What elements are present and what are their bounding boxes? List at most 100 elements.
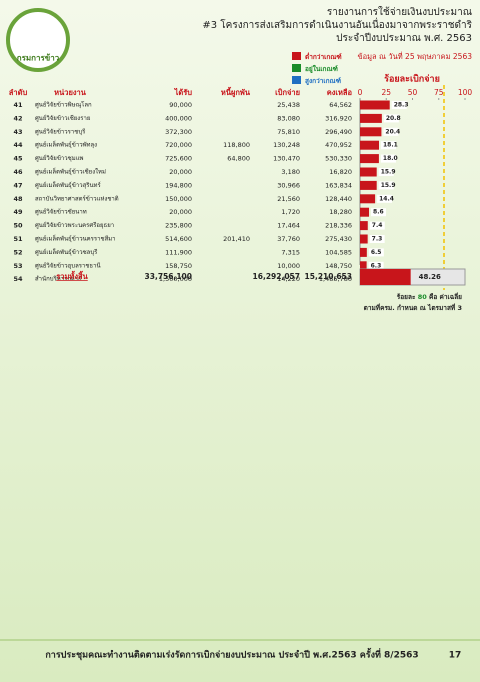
- footer-text: การประชุมคณะทำงานติดตามเร่งรัดการเบิกจ่า…: [45, 648, 418, 661]
- bar: [360, 154, 379, 164]
- bar: [360, 221, 368, 231]
- table-cell: 52: [13, 248, 22, 256]
- note-part: 80: [418, 293, 428, 301]
- legend-swatch: [292, 76, 301, 84]
- table-cell: 104,585: [325, 248, 352, 256]
- column-header: เบิกจ่าย: [275, 88, 300, 97]
- unit-name: ศูนย์วิจัยข้าวชัยนาท: [35, 208, 87, 216]
- unit-name: สถาบันวิทยาศาสตร์ข้าวแห่งชาติ: [35, 194, 119, 202]
- table-cell: 163,834: [325, 181, 352, 189]
- column-header: คงเหลือ: [327, 88, 352, 97]
- bar: [360, 180, 377, 190]
- table-cell: 111,900: [165, 248, 192, 256]
- value-label-box: [378, 168, 394, 176]
- table-cell: 44: [13, 141, 23, 149]
- value-label: 6.3: [371, 262, 382, 269]
- table-cell: 42: [13, 114, 22, 122]
- title-line: #3 โครงการส่งเสริมการดำเนินงานอันเนื่องม…: [202, 17, 472, 31]
- table-cell: 530,330: [325, 155, 352, 163]
- legend-label: อยู่ในเกณฑ์: [305, 64, 338, 74]
- value-label-box: [383, 114, 399, 123]
- value-label: 20.4: [385, 128, 400, 135]
- bar: [360, 113, 382, 123]
- table-cell: 43: [13, 128, 22, 136]
- value-label: 20.8: [386, 115, 401, 122]
- page-number: 17: [449, 651, 462, 661]
- value-label: 7.3: [372, 236, 383, 243]
- unit-name: ศูนย์เมล็ดพันธุ์ข้าวสุรินทร์: [35, 180, 102, 189]
- bar: [360, 261, 367, 271]
- table-cell: 201,410: [223, 235, 250, 243]
- column-header: หนี้ผูกพัน: [221, 86, 251, 98]
- table-cell: 49: [13, 208, 23, 216]
- table-cell: 14,220: [277, 275, 300, 283]
- total-bar: [360, 269, 411, 285]
- table-cell: 83,080: [277, 114, 300, 122]
- column-header: ลำดับ: [9, 88, 28, 97]
- table-cell: 372,300: [165, 128, 192, 136]
- unit-name: ศูนย์วิจัยข้าวพิษณุโลก: [35, 101, 92, 109]
- table-cell: 21,560: [277, 195, 300, 203]
- value-label-box: [371, 208, 387, 217]
- table-cell: 20,000: [169, 168, 192, 176]
- total-value-label: 48.26: [419, 273, 441, 281]
- value-label: 14.4: [379, 195, 394, 202]
- value-label-box: [380, 154, 396, 163]
- legend-swatch: [292, 52, 301, 60]
- legend-label: สูงกว่าเกณฑ์: [305, 77, 341, 86]
- table-cell: 47: [13, 181, 22, 189]
- value-label-box: [377, 194, 393, 203]
- table-cell: 720,000: [165, 141, 192, 149]
- bar: [360, 234, 368, 244]
- logo: [6, 8, 70, 72]
- table-cell: 148,750: [325, 262, 352, 270]
- note: ตามที่ครม. กำหนด ณ ไตรมาสที่ 3: [364, 302, 462, 312]
- table-cell: 235,800: [165, 222, 192, 230]
- value-label: 18.0: [383, 155, 398, 162]
- table-cell: 158,750: [165, 262, 192, 270]
- value-label: 15.9: [381, 182, 396, 189]
- value-label: 15.9: [381, 169, 396, 176]
- table-cell: 25,438: [277, 101, 300, 109]
- logo-text: กรมการข้าว: [17, 53, 60, 63]
- value-label-box: [369, 235, 385, 243]
- x-tick-label: 75: [434, 88, 444, 97]
- table-cell: 64,562: [329, 101, 352, 109]
- unit-name: ศูนย์เมล็ดพันธุ์ข้าวนครราชสีมา: [35, 234, 116, 243]
- bar: [360, 247, 367, 257]
- table-cell: 316,920: [325, 114, 352, 122]
- title-line: รายงานการใช้จ่ายเงินงบประมาณ: [327, 6, 472, 18]
- value-label-box: [381, 141, 397, 150]
- value-label-box: [391, 101, 407, 109]
- note: ร้อยละ 80 คือ ค่าเฉลี่ย: [397, 291, 462, 301]
- unit-name: ศูนย์วิจัยข้าวชุมแพ: [35, 154, 84, 162]
- value-label-box: [368, 248, 384, 257]
- table-cell: 20,000: [169, 208, 192, 216]
- table-cell: 130,470: [273, 155, 300, 163]
- value-label-box: [368, 261, 384, 270]
- unit-name: ศูนย์วิจัยข้าวพระนครศรีอยุธยา: [35, 221, 114, 229]
- bar: [360, 140, 380, 150]
- total-cell: 33,756,100: [145, 272, 192, 281]
- table-cell: 37,760: [277, 235, 300, 243]
- table-cell: 75,810: [277, 128, 300, 136]
- x-tick-label: 0: [358, 88, 363, 97]
- table-cell: 64,800: [227, 155, 250, 163]
- table-cell: 41: [13, 101, 23, 109]
- table-cell: 51: [13, 235, 23, 243]
- table-cell: 296,490: [325, 128, 352, 136]
- note-part: ร้อยละ: [397, 292, 416, 301]
- total-cell: 15,210,653: [305, 272, 352, 281]
- note-part: คือ ค่าเฉลี่ย: [429, 291, 462, 301]
- unit-name: ศูนย์เมล็ดพันธุ์ข้าวชลบุรี: [35, 247, 98, 256]
- bar: [360, 207, 370, 217]
- bar: [360, 127, 382, 137]
- table-cell: 18,280: [329, 208, 352, 216]
- value-label: 6.5: [371, 249, 382, 256]
- table-cell: 118,800: [223, 141, 250, 149]
- table-cell: 470,952: [325, 141, 352, 149]
- x-tick-label: 25: [381, 88, 391, 97]
- title-line: ประจำปีงบประมาณ พ.ศ. 2563: [336, 32, 472, 44]
- date: ข้อมูล ณ วันที่ 25 พฤษภาคม 2563: [357, 51, 472, 61]
